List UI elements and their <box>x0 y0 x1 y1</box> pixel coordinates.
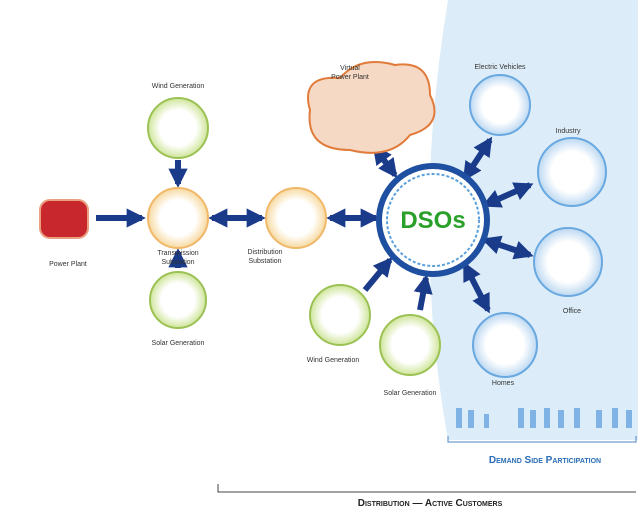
node-label: Substation <box>161 259 194 266</box>
node-label: Wind Generation <box>152 83 205 90</box>
node-label: Electric Vehicles <box>475 64 526 71</box>
node-label: Solar Generation <box>384 390 437 397</box>
node-label: Distribution <box>247 249 282 256</box>
node-label: Power Plant <box>49 261 87 268</box>
node-label: DSOs <box>400 207 465 234</box>
diagram: Wind Generation Power Plant Transmission Su… <box>0 0 638 511</box>
footer-label: Distribution — Active Customers <box>358 498 503 509</box>
node-label: Substation <box>248 258 281 265</box>
node-label: Power Plant <box>331 74 369 81</box>
demand-side-label: Demand Side Participation <box>489 455 601 466</box>
node-label: Transmission <box>157 250 198 257</box>
node-label: Virtual <box>340 65 360 72</box>
node-label: Solar Generation <box>152 340 205 347</box>
node-label: Industry <box>556 128 581 135</box>
footer-bracket <box>218 484 636 492</box>
node-label: Wind Generation <box>307 357 360 364</box>
node-label: Homes <box>492 380 515 387</box>
node-label: Office <box>563 308 581 315</box>
